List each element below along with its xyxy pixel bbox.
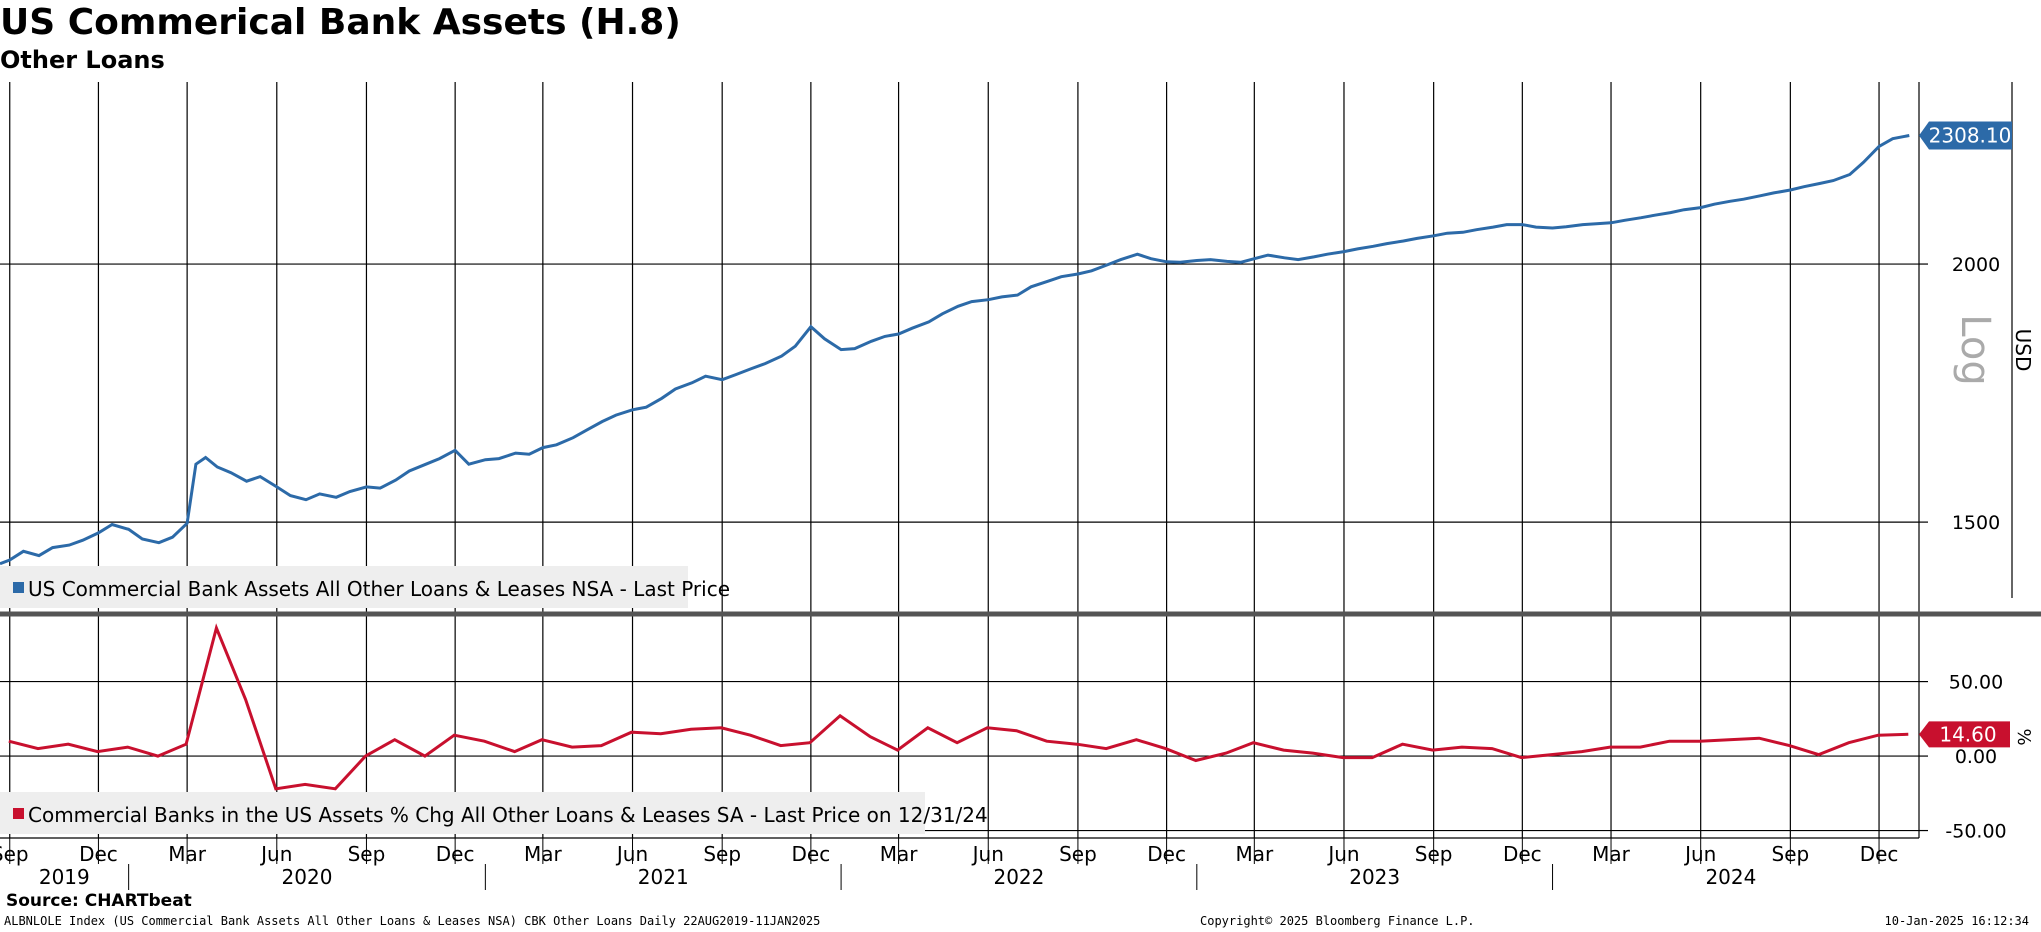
- x-month-label: Mar: [880, 842, 919, 866]
- legend-box-lower: [0, 792, 925, 834]
- copyright-note: Copyright© 2025 Bloomberg Finance L.P.: [1200, 914, 1475, 928]
- y-tick-label: 0.00: [1955, 746, 1997, 768]
- x-month-label: Jun: [615, 842, 648, 866]
- legend-label-lower: Commercial Banks in the US Assets % Chg …: [28, 803, 988, 827]
- x-month-label: Dec: [436, 842, 475, 866]
- legend-label-upper: US Commercial Bank Assets All Other Loan…: [28, 577, 730, 601]
- x-month-label: Mar: [168, 842, 207, 866]
- timestamp: 10-Jan-2025 16:12:34: [1884, 914, 2030, 928]
- x-month-label: Sep: [1059, 842, 1097, 866]
- legend-swatch-lower: [13, 808, 24, 819]
- source-note: Source: CHARTbeat: [6, 891, 192, 911]
- x-year-label: 2024: [1705, 865, 1756, 889]
- x-month-label: Jun: [971, 842, 1004, 866]
- y-axis-label-upper: USD: [2011, 329, 2035, 372]
- ticker-info: ALBNLOLE Index (US Commercial Bank Asset…: [4, 914, 821, 928]
- last-value-label-lower: 14.60: [1939, 722, 1996, 746]
- last-value-label-upper: 2308.10: [1929, 124, 2012, 148]
- x-month-label: Dec: [79, 842, 118, 866]
- x-month-label: Dec: [1503, 842, 1542, 866]
- y-axis-label-lower: %: [2013, 728, 2034, 745]
- x-month-label: Dec: [1860, 842, 1899, 866]
- x-year-label: 2021: [638, 865, 689, 889]
- y-tick-label: 50.00: [1949, 672, 2003, 694]
- x-year-label: 2019: [39, 865, 90, 889]
- x-month-label: Jun: [1683, 842, 1716, 866]
- x-month-label: Dec: [1147, 842, 1186, 866]
- x-month-label: Sep: [1772, 842, 1810, 866]
- log-scale-label: Log: [1952, 314, 1998, 385]
- x-month-label: Sep: [703, 842, 741, 866]
- x-month-label: Mar: [1235, 842, 1274, 866]
- chart-title: US Commerical Bank Assets (H.8): [0, 2, 681, 43]
- y-tick-label: 2000: [1952, 254, 2000, 276]
- x-month-label: Sep: [348, 842, 386, 866]
- x-month-label: Sep: [1415, 842, 1453, 866]
- x-month-label: Mar: [1592, 842, 1631, 866]
- series-line-pct-change: [8, 623, 1909, 791]
- last-value-tag-upper: [1919, 121, 2012, 150]
- x-month-label: Jun: [259, 842, 292, 866]
- x-month-label: Mar: [524, 842, 563, 866]
- y-tick-label: 1500: [1952, 512, 2000, 534]
- x-month-label: Jun: [1326, 842, 1359, 866]
- last-value-tag-lower: [1919, 721, 2010, 748]
- series-line-loans: [0, 134, 1910, 566]
- y-tick-label: -50.00: [1945, 821, 2006, 843]
- x-month-label: Dec: [792, 842, 831, 866]
- x-year-label: 2023: [1349, 865, 1400, 889]
- chart-subtitle: Other Loans: [0, 46, 165, 74]
- legend-box-upper: [0, 566, 688, 608]
- x-month-label: Sep: [0, 842, 29, 866]
- x-year-label: 2022: [993, 865, 1044, 889]
- x-year-label: 2020: [282, 865, 333, 889]
- legend-swatch-upper: [13, 582, 24, 593]
